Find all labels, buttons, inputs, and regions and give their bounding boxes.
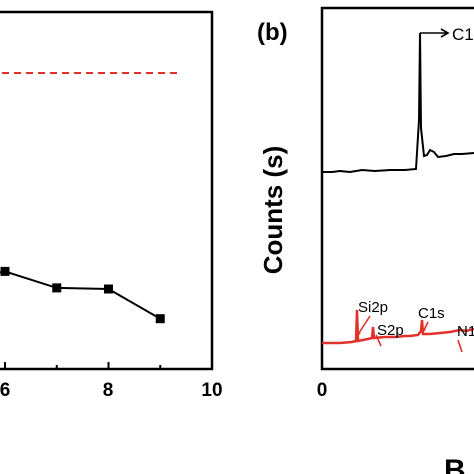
panel-a-x-ticks [4,362,213,369]
panel-a-data-point [52,283,62,293]
c1s-arrowhead [421,327,426,334]
panel-b-x-tick-label: 0 [317,380,328,401]
n1-annotation: N1 [457,323,474,340]
panel-b: (b) 0 Counts (s) B C1 Si2p S2p C1s N1 [257,6,474,474]
series-red-line [322,309,474,345]
s2p-annotation: S2p [377,322,404,339]
panel-a-tick-label: 6 [0,380,10,401]
c1-annotation-arrow [420,28,450,38]
si2p-arrowhead [356,331,361,338]
panel-a-data-point [0,266,10,276]
panel-b-x-axis-label: B [444,454,466,474]
panel-a-series [0,266,165,324]
panel-a-data-point [104,284,113,294]
panel-a-series-line [4,270,161,320]
panel-a: 6 8 10 [0,10,223,401]
c1-annotation: C1 [452,25,474,44]
s2p-annotation-arrow [375,334,382,347]
panel-a-tick-label: 8 [103,380,114,401]
panel-b-label: (b) [257,19,288,46]
panel-b-y-axis-label: Counts (s) [258,146,288,275]
si2p-annotation: Si2p [358,299,388,316]
n1-annotation-arrow [457,339,463,353]
panel-a-frame [0,10,214,371]
panel-a-tick-label: 10 [201,380,222,401]
panel-b-frame [320,6,474,371]
c1s-annotation: C1s [418,305,445,322]
panel-a-data-point [155,314,165,324]
